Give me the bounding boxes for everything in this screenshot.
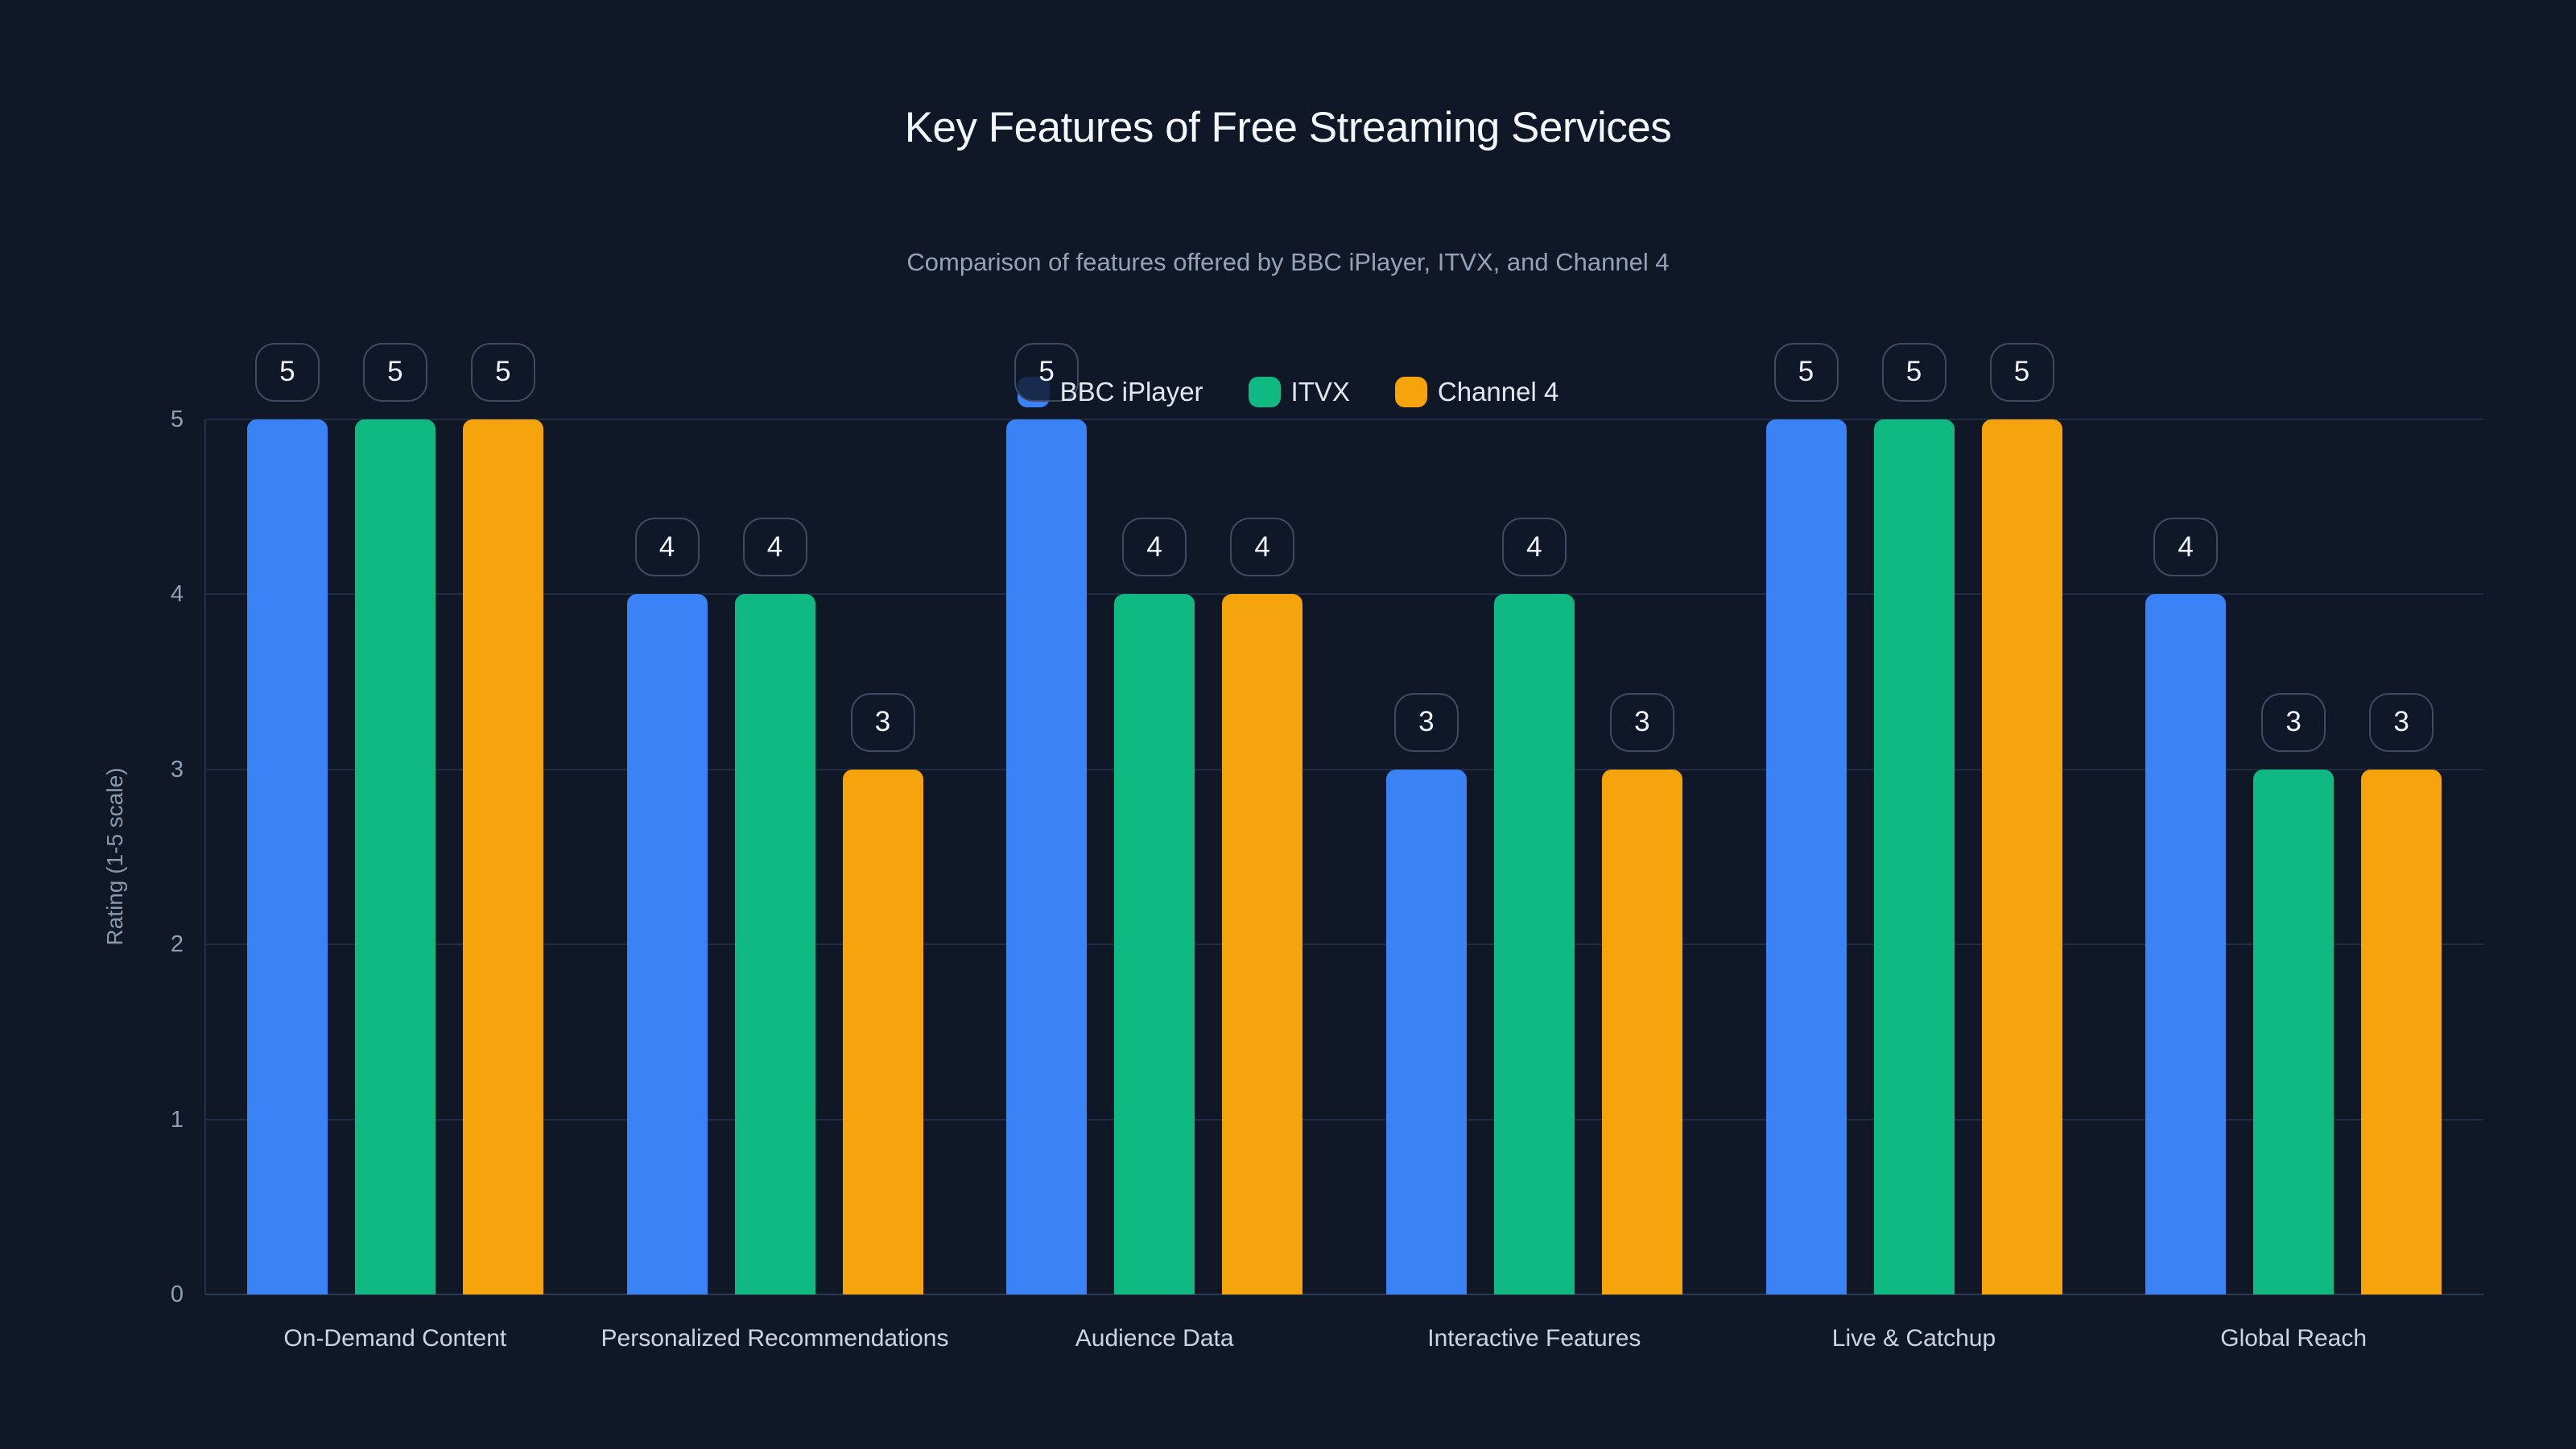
legend-label: Channel 4 [1437, 377, 1559, 407]
gridline-y-5 [205, 418, 2483, 420]
value-label-badge: 5 [1773, 342, 1839, 402]
bar-channel-4-5[interactable] [1981, 419, 2062, 1294]
y-tick-label-5: 5 [170, 406, 184, 432]
value-label-badge: 3 [850, 692, 915, 752]
legend-item-itvx[interactable]: ITVX [1248, 377, 1350, 407]
bar-itvx-2[interactable] [734, 594, 815, 1294]
y-axis-line [204, 419, 206, 1294]
bar-bbc-iplayer-1[interactable] [246, 419, 328, 1294]
value-label-badge: 4 [1501, 518, 1567, 576]
x-category-label-2: Personalized Recommendations [601, 1325, 949, 1352]
chart-subtitle: Comparison of features offered by BBC iP… [906, 248, 1670, 276]
value-label-badge: 4 [634, 518, 700, 576]
gridline-y-3 [205, 768, 2483, 770]
y-tick-label-3: 3 [170, 756, 184, 782]
bar-bbc-iplayer-4[interactable] [1385, 769, 1467, 1294]
bar-channel-4-6[interactable] [2361, 769, 2442, 1294]
legend-swatch [1394, 377, 1427, 407]
value-label-badge: 3 [1393, 692, 1459, 752]
gridline-y-1 [205, 1118, 2483, 1121]
x-category-label-5: Live & Catchup [1831, 1325, 1996, 1352]
gridline-y-2 [205, 943, 2483, 945]
bar-bbc-iplayer-5[interactable] [1765, 419, 1847, 1294]
x-category-label-3: Audience Data [1075, 1325, 1234, 1352]
x-category-label-4: Interactive Features [1427, 1325, 1641, 1352]
value-label-badge: 5 [1989, 342, 2054, 402]
value-label-badge: 4 [742, 518, 807, 576]
y-tick-label-2: 2 [170, 931, 184, 957]
y-axis-title: Rating (1-5 scale) [102, 767, 127, 946]
bar-itvx-3[interactable] [1114, 594, 1195, 1294]
bar-bbc-iplayer-2[interactable] [626, 594, 708, 1294]
bar-itvx-6[interactable] [2253, 769, 2334, 1294]
y-tick-label-0: 0 [170, 1282, 184, 1307]
value-label-badge: 5 [470, 342, 535, 402]
bar-bbc-iplayer-6[interactable] [2145, 594, 2227, 1294]
bar-itvx-5[interactable] [1873, 419, 1955, 1294]
bar-channel-4-2[interactable] [842, 769, 923, 1294]
chart-title: Key Features of Free Streaming Services [904, 104, 1672, 151]
bar-channel-4-4[interactable] [1601, 769, 1682, 1294]
x-category-label-6: Global Reach [2220, 1325, 2368, 1352]
value-label-badge: 4 [2153, 518, 2219, 576]
value-label-badge: 3 [2369, 692, 2434, 752]
value-label-badge: 5 [1881, 342, 1946, 402]
y-tick-label-4: 4 [170, 581, 184, 607]
legend: BBC iPlayer ITVX Channel 4 [0, 370, 2576, 414]
bar-bbc-iplayer-3[interactable] [1006, 419, 1088, 1294]
y-tick-label-1: 1 [170, 1106, 184, 1133]
legend-swatch [1248, 377, 1281, 407]
value-label-badge: 5 [362, 342, 427, 402]
value-label-badge: 5 [1014, 342, 1080, 402]
value-label-badge: 5 [254, 342, 320, 402]
value-label-badge: 3 [1609, 692, 1674, 752]
gridline-y-4 [205, 593, 2483, 595]
gridline-y-0 [205, 1294, 2483, 1295]
value-label-badge: 4 [1230, 518, 1295, 576]
bar-channel-4-1[interactable] [462, 419, 543, 1294]
bar-itvx-4[interactable] [1493, 594, 1575, 1294]
bar-itvx-1[interactable] [354, 419, 436, 1294]
value-label-badge: 3 [2261, 692, 2326, 752]
value-label-badge: 4 [1122, 518, 1187, 576]
x-category-label-1: On-Demand Content [283, 1325, 507, 1352]
bar-channel-4-3[interactable] [1222, 594, 1303, 1294]
legend-label: BBC iPlayer [1059, 377, 1203, 407]
legend-item-channel-4[interactable]: Channel 4 [1394, 377, 1559, 407]
legend-label: ITVX [1290, 377, 1350, 407]
